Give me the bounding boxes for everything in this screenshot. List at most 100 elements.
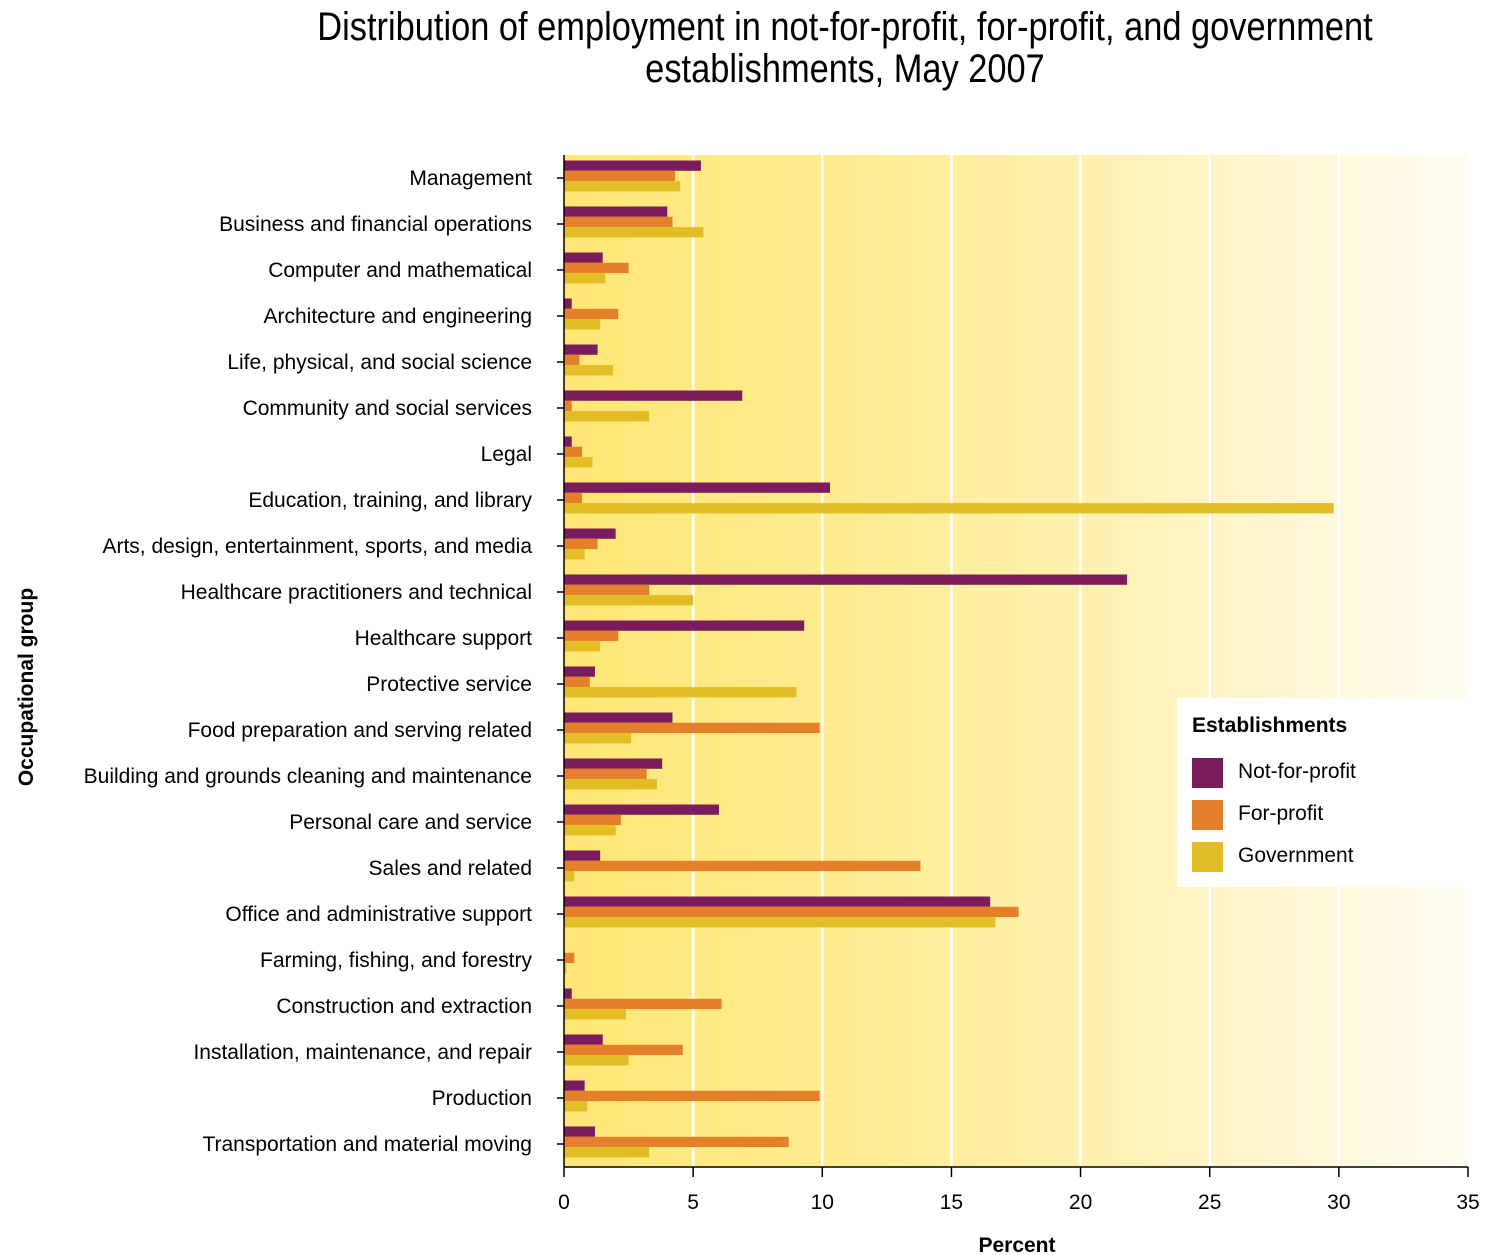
bar (564, 896, 991, 907)
category-label: Arts, design, entertainment, sports, and… (102, 535, 532, 558)
bar (564, 1080, 585, 1091)
bar (564, 344, 598, 355)
category-label: Healthcare practitioners and technical (181, 581, 532, 604)
chart-title: Distribution of employment in not-for-pr… (282, 6, 1409, 90)
category-label: Building and grounds cleaning and mainte… (84, 765, 532, 788)
bar (564, 503, 1334, 514)
legend-title: Establishments (1192, 714, 1348, 737)
bar (564, 1101, 588, 1112)
bar (564, 1147, 650, 1158)
bar (564, 988, 572, 999)
category-label: Architecture and engineering (263, 305, 532, 328)
bar (564, 584, 650, 596)
bar (564, 574, 1128, 585)
bar (564, 825, 616, 836)
bar (564, 850, 601, 861)
x-axis-title: Percent (978, 1234, 1055, 1255)
bar (564, 1126, 595, 1137)
legend-label-government: Government (1238, 844, 1354, 867)
bar (564, 676, 590, 688)
bar (564, 436, 572, 447)
plot-background (564, 155, 1468, 1167)
bar (564, 917, 996, 928)
bar (564, 390, 743, 401)
bar (564, 262, 629, 274)
gridlines (691, 155, 1341, 1167)
bar (564, 722, 820, 734)
category-label: Installation, maintenance, and repair (193, 1041, 532, 1064)
legend-swatch-not-for-profit (1192, 758, 1223, 788)
bar (564, 528, 616, 539)
category-label: Education, training, and library (248, 489, 532, 512)
category-label: Food preparation and serving related (188, 719, 532, 742)
bar (564, 365, 614, 376)
category-label: Protective service (366, 673, 532, 696)
legend-label-not-for-profit: Not-for-profit (1238, 760, 1356, 783)
x-tick-label: 30 (1327, 1191, 1350, 1214)
bar (564, 871, 575, 882)
category-label: Community and social services (243, 397, 532, 420)
x-tick-label: 10 (811, 1191, 834, 1214)
bar (564, 758, 663, 769)
category-label: Business and financial operations (219, 213, 532, 236)
bar (564, 712, 673, 723)
x-tick-labels: 0 5 10 15 20 25 30 35 (558, 1191, 1480, 1214)
category-label: Life, physical, and social science (227, 351, 532, 374)
bar (564, 549, 585, 560)
bar (564, 768, 647, 780)
category-label: Sales and related (369, 857, 532, 880)
bar (564, 1136, 789, 1148)
legend: Establishments Not-for-profit For-profit… (1177, 698, 1469, 887)
bar (564, 666, 595, 677)
category-label: Legal (481, 443, 532, 466)
bar (564, 595, 694, 606)
category-labels: Management Business and financial operati… (84, 167, 533, 1156)
bar (564, 641, 601, 652)
bar (564, 492, 583, 504)
bar (564, 482, 831, 493)
x-tick-label: 5 (687, 1191, 699, 1214)
bar (564, 804, 719, 815)
category-label: Transportation and material moving (202, 1133, 532, 1156)
bar (564, 160, 701, 171)
bar (564, 252, 603, 263)
axes (557, 155, 1469, 1177)
bar (564, 620, 805, 631)
chart-title-line-2: establishments, May 2007 (645, 47, 1045, 91)
bars (564, 160, 1334, 1158)
bar (564, 298, 572, 309)
bar (564, 963, 567, 974)
chart-title-line-1: Distribution of employment in not-for-pr… (317, 5, 1373, 49)
bar (564, 457, 593, 468)
category-label: Office and administrative support (225, 903, 532, 926)
category-label: Management (409, 167, 532, 190)
bar (564, 906, 1019, 918)
category-label: Farming, fishing, and forestry (260, 949, 532, 972)
bar (564, 814, 621, 826)
legend-swatch-for-profit (1192, 800, 1223, 830)
bar (564, 308, 619, 320)
category-label: Personal care and service (289, 811, 532, 834)
bar (564, 630, 619, 642)
bar (564, 170, 676, 182)
bar (564, 1090, 820, 1102)
bar (564, 1034, 603, 1045)
bar (564, 1055, 629, 1066)
bar (564, 687, 797, 698)
bar (564, 181, 681, 192)
x-tick-label: 15 (940, 1191, 963, 1214)
x-tick-label: 25 (1198, 1191, 1221, 1214)
legend-swatch-government (1192, 842, 1223, 872)
bar (564, 446, 583, 458)
bar (564, 779, 657, 790)
y-axis-title: Occupational group (15, 588, 38, 786)
bar (564, 216, 673, 228)
bar (564, 998, 722, 1010)
bar (564, 273, 606, 284)
bar (564, 538, 598, 550)
bar (564, 354, 580, 366)
bar (564, 860, 921, 872)
bar (564, 319, 601, 330)
bar (564, 227, 704, 238)
